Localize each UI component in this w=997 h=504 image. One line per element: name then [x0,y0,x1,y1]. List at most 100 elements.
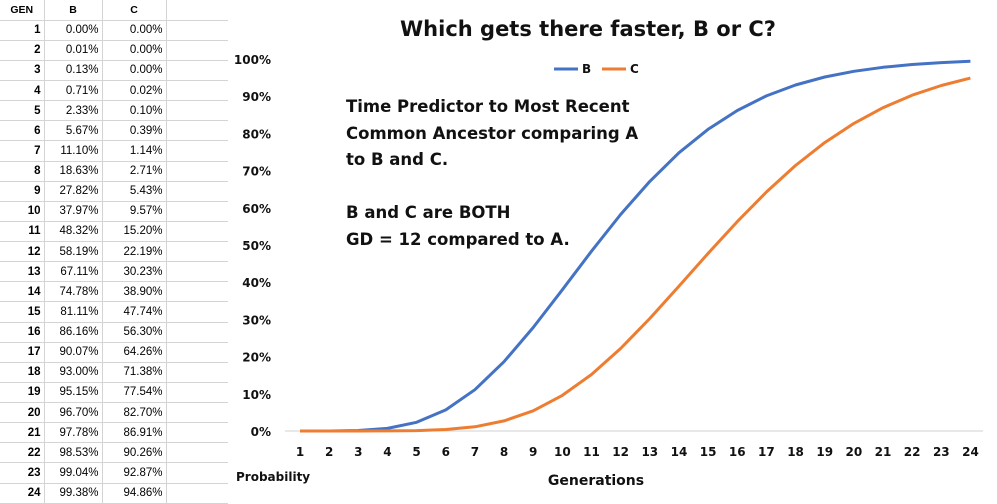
empty-cell[interactable] [166,483,228,504]
gen-cell[interactable]: 1 [0,20,45,41]
gen-cell[interactable]: 24 [0,483,45,504]
b-cell[interactable]: 5.67% [44,120,103,142]
c-cell[interactable]: 82.70% [102,402,167,424]
c-cell[interactable]: 30.23% [102,261,167,283]
b-cell[interactable]: 48.32% [44,221,103,243]
empty-cell[interactable] [166,201,228,222]
b-cell[interactable]: 97.78% [44,422,103,444]
gen-cell[interactable]: 23 [0,462,45,484]
c-cell[interactable]: 0.00% [102,60,167,82]
c-cell[interactable]: 0.00% [102,40,167,61]
c-cell[interactable]: 90.26% [102,442,167,464]
b-cell[interactable]: 0.71% [44,80,103,102]
b-cell[interactable]: 96.70% [44,402,103,424]
gen-cell[interactable]: 14 [0,281,45,303]
c-cell[interactable]: 56.30% [102,322,167,343]
empty-cell[interactable] [166,221,228,243]
c-cell[interactable]: 94.86% [102,483,167,504]
gen-cell[interactable]: 3 [0,60,45,82]
gen-cell[interactable]: 12 [0,241,45,263]
b-cell[interactable]: 37.97% [44,201,103,222]
c-cell[interactable]: 22.19% [102,241,167,263]
empty-cell[interactable] [166,40,228,61]
b-cell[interactable]: 11.10% [44,140,103,162]
b-cell[interactable]: 95.15% [44,382,103,404]
empty-cell[interactable] [166,382,228,404]
gen-cell[interactable]: 21 [0,422,45,444]
header-c[interactable]: C [102,0,167,21]
gen-cell[interactable]: 7 [0,140,45,162]
empty-cell[interactable] [166,301,228,323]
b-cell[interactable]: 99.38% [44,483,103,504]
empty-cell[interactable] [166,362,228,383]
b-cell[interactable]: 74.78% [44,281,103,303]
empty-cell[interactable] [166,181,228,202]
gen-cell[interactable]: 15 [0,301,45,323]
gen-cell[interactable]: 17 [0,342,45,363]
gen-cell[interactable]: 18 [0,362,45,383]
c-cell[interactable]: 9.57% [102,201,167,222]
b-cell[interactable]: 81.11% [44,301,103,323]
empty-cell[interactable] [166,402,228,424]
b-cell[interactable]: 90.07% [44,342,103,363]
gen-cell[interactable]: 5 [0,100,45,122]
b-cell[interactable]: 0.13% [44,60,103,82]
empty-cell[interactable] [166,422,228,444]
c-cell[interactable]: 5.43% [102,181,167,202]
c-cell[interactable]: 71.38% [102,362,167,383]
b-cell[interactable]: 93.00% [44,362,103,383]
b-cell[interactable]: 2.33% [44,100,103,122]
gen-cell[interactable]: 10 [0,201,45,222]
b-cell[interactable]: 0.01% [44,40,103,61]
empty-cell[interactable] [166,322,228,343]
c-cell[interactable]: 92.87% [102,462,167,484]
b-cell[interactable]: 67.11% [44,261,103,283]
empty-cell[interactable] [166,20,228,41]
b-cell[interactable]: 0.00% [44,20,103,41]
empty-cell[interactable] [166,120,228,142]
empty-cell[interactable] [166,161,228,182]
gen-cell[interactable]: 13 [0,261,45,283]
c-cell[interactable]: 86.91% [102,422,167,444]
c-cell[interactable]: 0.02% [102,80,167,102]
c-cell[interactable]: 15.20% [102,221,167,243]
c-cell[interactable]: 0.00% [102,20,167,41]
gen-cell[interactable]: 19 [0,382,45,404]
empty-cell[interactable] [166,100,228,122]
header-b[interactable]: B [44,0,103,21]
empty-cell[interactable] [166,462,228,484]
gen-cell[interactable]: 4 [0,80,45,102]
c-cell[interactable]: 1.14% [102,140,167,162]
empty-cell[interactable] [166,60,228,82]
c-cell[interactable]: 2.71% [102,161,167,182]
empty-cell[interactable] [166,281,228,303]
empty-cell[interactable] [166,442,228,464]
empty-cell[interactable] [166,261,228,283]
empty-cell[interactable] [166,0,228,21]
c-cell[interactable]: 38.90% [102,281,167,303]
gen-cell[interactable]: 16 [0,322,45,343]
c-cell[interactable]: 77.54% [102,382,167,404]
b-cell[interactable]: 58.19% [44,241,103,263]
b-cell[interactable]: 27.82% [44,181,103,202]
b-cell[interactable]: 86.16% [44,322,103,343]
c-cell[interactable]: 0.10% [102,100,167,122]
gen-cell[interactable]: 20 [0,402,45,424]
c-cell[interactable]: 0.39% [102,120,167,142]
gen-cell[interactable]: 9 [0,181,45,202]
b-cell[interactable]: 98.53% [44,442,103,464]
gen-cell[interactable]: 22 [0,442,45,464]
header-gen[interactable]: GEN [0,0,45,21]
gen-cell[interactable]: 2 [0,40,45,61]
empty-cell[interactable] [166,241,228,263]
empty-cell[interactable] [166,80,228,102]
b-cell[interactable]: 99.04% [44,462,103,484]
gen-cell[interactable]: 8 [0,161,45,182]
empty-cell[interactable] [166,342,228,363]
c-cell[interactable]: 47.74% [102,301,167,323]
empty-cell[interactable] [166,140,228,162]
gen-cell[interactable]: 6 [0,120,45,142]
c-cell[interactable]: 64.26% [102,342,167,363]
b-cell[interactable]: 18.63% [44,161,103,182]
gen-cell[interactable]: 11 [0,221,45,243]
